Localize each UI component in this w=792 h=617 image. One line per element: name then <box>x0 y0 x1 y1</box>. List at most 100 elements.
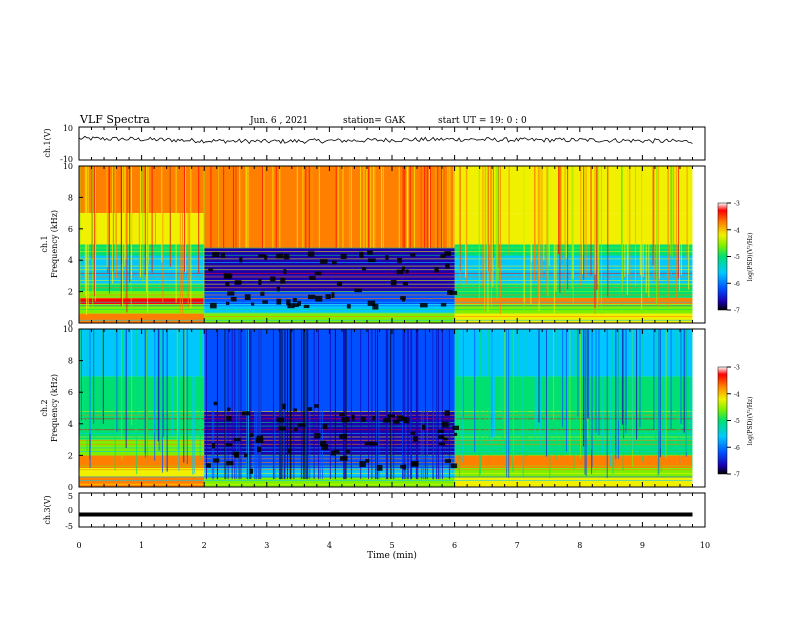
spectrogram-impulse <box>246 329 248 480</box>
ch2-channel-label: ch.2 <box>40 399 49 416</box>
spectrogram-impulse <box>121 329 123 461</box>
spectrogram-impulse <box>437 166 439 248</box>
spectrogram-dark-cell <box>452 425 459 431</box>
spectrogram-dark-cell <box>260 291 265 296</box>
spectrogram-impulse <box>379 166 381 248</box>
freq-tick-label: 10 <box>63 325 73 334</box>
spectrogram-impulse <box>499 166 501 314</box>
spectrogram-impulse <box>623 329 625 439</box>
colorbar-tick-label: -5 <box>734 254 740 261</box>
spectrogram-impulse <box>279 166 281 248</box>
spectrogram-impulse <box>489 166 491 282</box>
spectrogram-impulse <box>306 329 308 480</box>
spectrogram-impulse <box>642 166 644 277</box>
spectrogram-dark-cell <box>250 302 255 306</box>
spectrogram-dark-cell <box>244 294 251 301</box>
spectrogram-dark-cell <box>308 294 316 300</box>
spectrogram-dark-cell <box>213 458 220 463</box>
spectrogram-impulse <box>322 329 324 480</box>
spectrogram-impulse <box>607 166 609 298</box>
spectrogram-impulse <box>249 329 251 480</box>
spectrogram-impulse <box>648 166 650 298</box>
spectrogram-impulse <box>613 329 615 468</box>
spectrogram-impulse <box>338 166 340 248</box>
spectrogram-impulse <box>116 329 118 432</box>
spectrogram-impulse <box>225 329 227 480</box>
spectrogram-impulse <box>441 329 443 480</box>
spectrogram-impulse <box>160 329 162 452</box>
spectrogram-impulse <box>442 166 444 248</box>
spectrogram-impulse <box>537 166 539 303</box>
spectrogram-dark-cell <box>339 412 345 417</box>
spectrogram-impulse <box>636 329 638 440</box>
spectrogram-impulse <box>582 166 584 275</box>
spectrogram-impulse <box>290 329 292 480</box>
spectrogram-line <box>79 476 693 478</box>
spectrogram-dark-cell <box>233 437 241 442</box>
freq-tick-label: 10 <box>63 162 73 171</box>
spectrogram-impulse <box>80 329 82 421</box>
spectrogram-impulse <box>154 166 156 268</box>
spectrogram-impulse <box>606 329 608 478</box>
spectrogram-impulse <box>495 166 497 290</box>
spectrogram-impulse <box>641 166 643 311</box>
spectrogram-dark-cell <box>437 429 444 433</box>
ch2-spectrogram-panel: 0 2 4 6 8 10 ch.2 Frequency (kHz) <box>40 325 706 492</box>
spectrogram-impulse <box>503 329 505 446</box>
x-tick-label: 2 <box>202 541 207 550</box>
spectrogram-impulse <box>576 329 578 435</box>
spectrogram-dark-cell <box>314 433 321 439</box>
spectrogram-line <box>79 290 693 292</box>
spectrogram-dark-cell <box>325 294 331 300</box>
spectrogram-dark-cell <box>419 303 428 308</box>
spectrogram-impulse <box>386 329 388 480</box>
spectrogram-impulse <box>146 329 148 463</box>
spectrogram-impulse <box>479 329 481 475</box>
spectrogram-dark-cell <box>385 255 389 260</box>
spectrogram-impulse <box>671 329 673 421</box>
spectrogram-impulse <box>171 329 173 437</box>
ch1-ytick-top: 10 <box>63 124 73 133</box>
spectrogram-impulse <box>588 329 590 419</box>
spectrogram-impulse <box>335 166 337 248</box>
spectrogram-dark-cell <box>340 253 347 260</box>
spectrogram-impulse <box>410 329 412 480</box>
spectrogram-dark-cell <box>442 437 448 441</box>
spectrogram-line <box>79 305 693 307</box>
spectrogram-impulse <box>162 166 164 303</box>
spectrogram-impulse <box>686 166 688 259</box>
spectrogram-dark-cell <box>402 281 409 286</box>
spectrogram-dark-cell <box>293 303 299 308</box>
spectrogram-impulse <box>677 329 679 432</box>
spectrogram-impulse <box>236 166 238 248</box>
spectrogram-impulse <box>689 329 691 440</box>
spectrogram-impulse <box>93 329 95 424</box>
ch2-spectrogram-image <box>79 329 705 487</box>
spectrogram-impulse <box>281 329 283 480</box>
spectrogram-impulse <box>658 329 660 475</box>
spectrogram-impulse <box>449 166 451 248</box>
spectrogram-impulse <box>348 166 350 248</box>
spectrogram-impulse <box>585 329 587 476</box>
spectrogram-impulse <box>203 166 205 305</box>
spectrogram-impulse <box>360 329 362 480</box>
spectrogram-impulse <box>131 329 133 426</box>
spectrogram-impulse <box>659 329 661 458</box>
spectrogram-impulse <box>487 166 489 312</box>
spectrogram-impulse <box>426 166 428 248</box>
spectrogram-dark-cell <box>360 416 366 422</box>
spectrogram-impulse <box>185 166 187 274</box>
spectrogram-impulse <box>311 166 313 248</box>
spectrogram-impulse <box>235 166 237 248</box>
spectrogram-impulse <box>658 166 660 280</box>
spectrogram-impulse <box>79 166 81 315</box>
spectrogram-impulse <box>305 166 307 248</box>
spectrogram-dark-cell <box>410 253 416 257</box>
spectrogram-impulse <box>343 329 345 480</box>
spectrogram-impulse <box>642 329 644 463</box>
spectrogram-impulse <box>102 329 104 435</box>
spectrogram-band <box>454 477 693 487</box>
spectrogram-impulse <box>184 166 186 272</box>
x-axis-tick-labels: 0 1 2 3 4 5 6 7 8 9 10 <box>76 541 710 550</box>
spectrogram-impulse <box>492 166 494 288</box>
